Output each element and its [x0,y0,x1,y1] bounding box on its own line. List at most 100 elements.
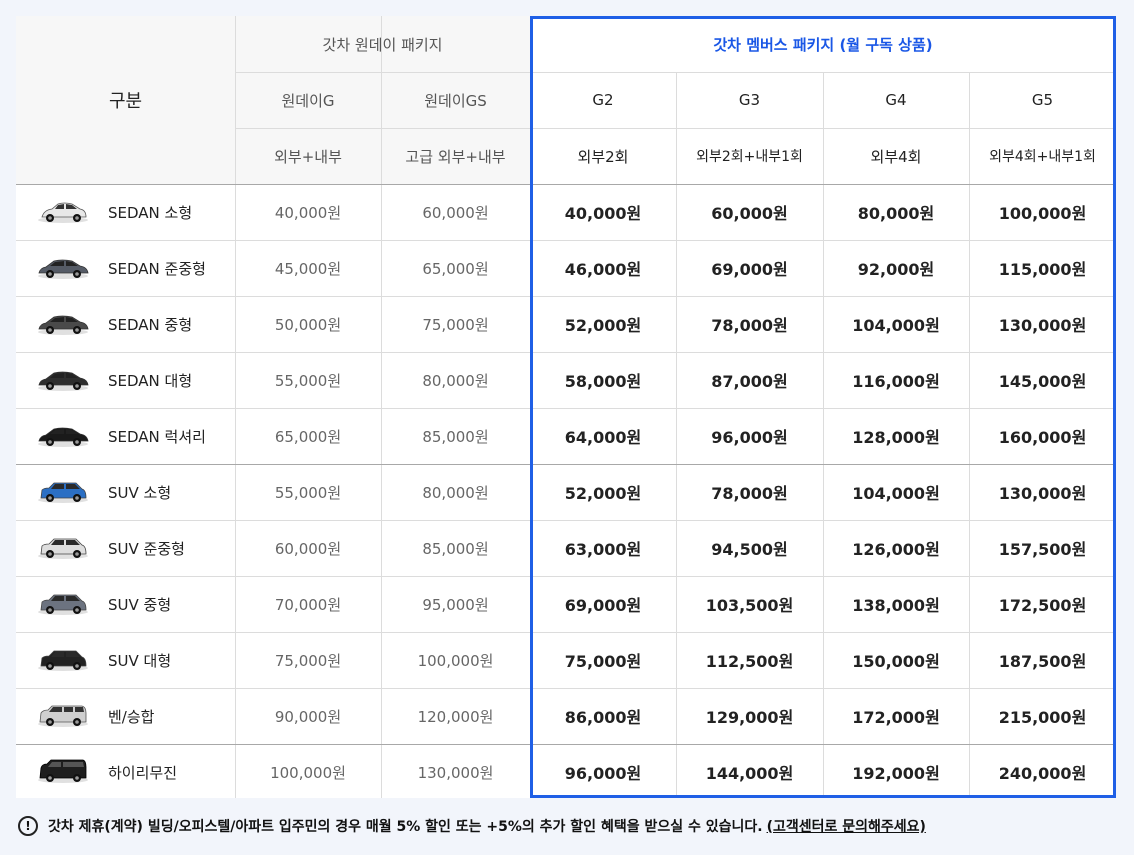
price-g4: 80,000원 [857,204,935,223]
price-g2: 52,000원 [564,316,642,335]
price-oneday-gs: 130,000원 [417,763,494,782]
price-oneday-g: 70,000원 [274,595,342,614]
service-header-g3: 외부2회+내부1회 [696,149,803,165]
price-g3: 129,000원 [705,708,794,727]
price-g2: 69,000원 [564,596,642,615]
price-oneday-gs: 85,000원 [422,539,489,558]
price-g5: 160,000원 [998,428,1087,447]
plan-header-g4: G4 [885,91,907,109]
price-oneday-gs: 85,000원 [422,427,489,446]
price-g3: 78,000원 [711,316,788,335]
price-g2: 40,000원 [564,204,642,223]
price-g2: 64,000원 [564,428,642,447]
vehicle-type-label: SUV 소형 [108,483,172,502]
vehicle-type-label: 벤/승합 [108,707,155,726]
price-g4: 104,000원 [852,484,940,503]
vehicle-type-cell: SEDAN 럭셔리 [16,408,235,464]
price-oneday-g: 50,000원 [274,315,342,334]
suv-icon [38,594,88,615]
price-oneday-g: 55,000원 [274,371,342,390]
price-g5: 100,000원 [998,204,1087,223]
vehicle-type-cell: SEDAN 중형 [16,296,235,352]
limousine-van-icon [38,759,88,783]
price-g3: 87,000원 [711,372,788,391]
price-g5: 130,000원 [998,484,1087,503]
price-g4: 150,000원 [852,652,940,671]
price-g3: 96,000원 [711,428,788,447]
service-header-g2: 외부2회 [577,147,629,166]
sedan-icon [38,259,89,279]
service-header-g5: 외부4회+내부1회 [989,149,1096,165]
price-oneday-g: 55,000원 [274,483,342,502]
vehicle-type-cell: SUV 중형 [16,576,235,632]
price-g2: 75,000원 [564,652,642,671]
price-oneday-gs: 80,000원 [422,371,489,390]
price-g2: 58,000원 [564,372,642,391]
plan-header-oneday-g: 원데이G [235,72,381,128]
price-oneday-gs: 80,000원 [422,483,489,502]
suv-icon [38,538,88,559]
price-g4: 172,000원 [852,708,940,727]
vehicle-type-cell: SEDAN 소형 [16,184,235,240]
price-g5: 130,000원 [998,316,1087,335]
price-g4: 192,000원 [852,764,940,783]
vehicle-type-cell: SEDAN 준중형 [16,240,235,296]
price-oneday-gs: 95,000원 [422,595,489,614]
price-g3: 94,500원 [711,540,788,559]
pricing-table: 구분 갓차 원데이 패키지 갓차 멤버스 패키지 (월 구독 상품) 원데이G … [16,16,1116,798]
price-g5: 187,500원 [998,652,1087,671]
vehicle-type-cell: 벤/승합 [16,688,235,744]
price-g4: 116,000원 [852,372,940,391]
price-g4: 126,000원 [852,540,940,559]
price-oneday-g: 60,000원 [274,539,342,558]
vehicle-type-label: SEDAN 준중형 [108,259,206,278]
price-oneday-g: 65,000원 [274,427,342,446]
price-g5: 240,000원 [998,764,1087,783]
service-header-g4: 외부4회 [870,147,922,166]
vehicle-type-label: SUV 대형 [108,651,172,670]
vehicle-type-cell: SUV 소형 [16,464,235,520]
sedan-icon [38,371,89,391]
suv-icon [38,482,88,503]
price-g5: 145,000원 [998,372,1087,391]
discount-note: ! 갓차 제휴(계약) 빌딩/오피스텔/아파트 입주민의 경우 매월 5% 할인… [18,816,926,836]
vehicle-type-label: SEDAN 소형 [108,203,193,222]
price-g3: 112,500원 [705,652,794,671]
van-icon [38,705,88,727]
vehicle-type-cell: 하이리무진 [16,744,235,800]
service-header-oneday-gs: 고급 외부+내부 [381,128,530,184]
plan-header-g5: G5 [1031,91,1054,109]
price-g3: 78,000원 [711,484,788,503]
customer-center-link[interactable]: (고객센터로 문의해주세요) [766,819,926,835]
price-oneday-gs: 120,000원 [417,707,494,726]
price-oneday-g: 45,000원 [274,259,342,278]
price-g3: 60,000원 [711,204,788,223]
vehicle-type-label: SEDAN 럭셔리 [108,427,206,446]
oneday-package-header: 갓차 원데이 패키지 [235,16,530,72]
price-oneday-gs: 60,000원 [422,203,489,222]
price-oneday-g: 100,000원 [270,763,346,782]
price-g3: 103,500원 [705,596,794,615]
price-g4: 128,000원 [852,428,940,447]
vehicle-type-label: SEDAN 대형 [108,371,193,390]
price-g4: 104,000원 [852,316,940,335]
price-g2: 96,000원 [564,764,642,783]
vehicle-type-cell: SEDAN 대형 [16,352,235,408]
price-g3: 69,000원 [711,260,788,279]
price-g5: 215,000원 [998,708,1087,727]
discount-note-text: 갓차 제휴(계약) 빌딩/오피스텔/아파트 입주민의 경우 매월 5% 할인 또… [48,819,763,835]
plan-header-oneday-gs: 원데이GS [381,72,530,128]
vehicle-type-cell: SUV 대형 [16,632,235,688]
price-g5: 157,500원 [998,540,1087,559]
price-g2: 46,000원 [564,260,642,279]
members-package-header: 갓차 멤버스 패키지 (월 구독 상품) [713,35,933,54]
vehicle-type-label: 하이리무진 [108,763,178,782]
exclamation-circle-icon: ! [18,816,38,836]
vehicle-type-label: SEDAN 중형 [108,315,193,334]
vehicle-type-cell: SUV 준중형 [16,520,235,576]
price-g3: 144,000원 [705,764,794,783]
plan-header-g2: G2 [592,91,614,109]
sedan-icon [38,427,89,447]
category-header: 구분 [16,16,235,184]
price-oneday-gs: 100,000원 [417,651,494,670]
